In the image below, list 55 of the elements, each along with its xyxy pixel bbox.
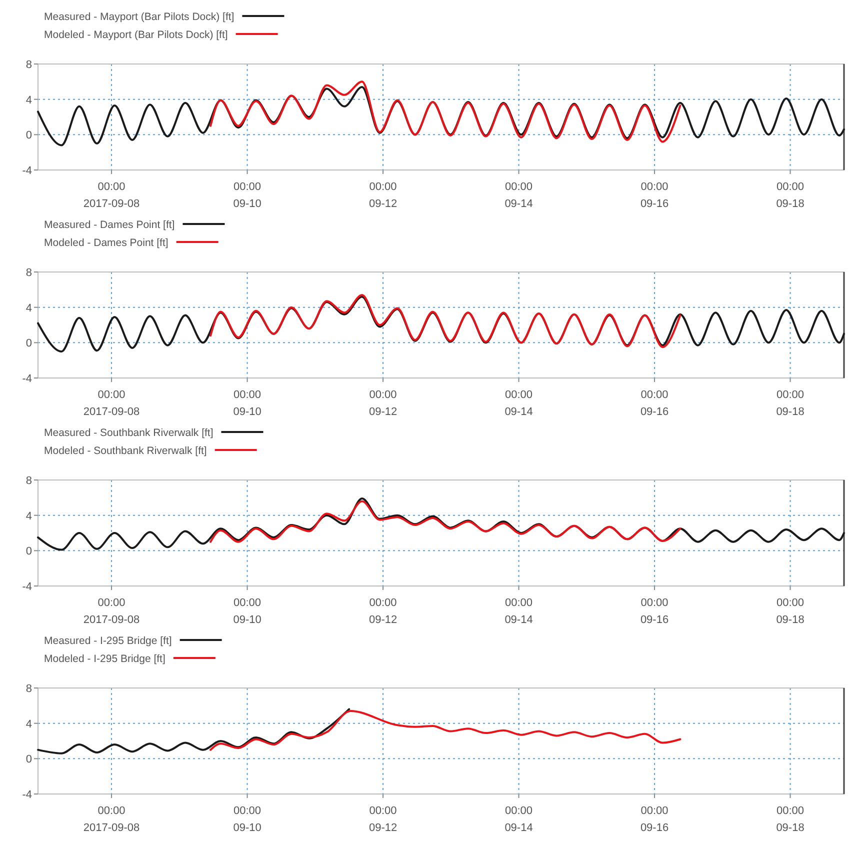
x-tick-label: 00:00 09-16 xyxy=(640,805,669,834)
x-tick-label: 00:00 2017-09-08 xyxy=(83,597,140,626)
line-series xyxy=(210,500,682,543)
x-tick-label: 00:00 09-14 xyxy=(504,389,533,418)
x-tick-label: 00:00 09-14 xyxy=(504,181,533,210)
x-tick-label: 00:00 2017-09-08 xyxy=(83,805,140,834)
y-tick-label: 0 xyxy=(26,546,32,558)
y-tick-label: 8 xyxy=(26,475,32,487)
x-tick-label: 00:00 09-16 xyxy=(640,597,669,626)
line-series xyxy=(37,498,845,551)
y-tick-label: 4 xyxy=(26,94,32,106)
y-tick-label: 8 xyxy=(26,683,32,695)
x-tick-label: 00:00 09-12 xyxy=(368,181,398,210)
x-tick-label: 00:00 2017-09-08 xyxy=(83,181,140,210)
x-tick-label: 00:00 09-14 xyxy=(504,805,533,834)
x-tick-label: 00:00 09-12 xyxy=(368,805,398,834)
line-series xyxy=(210,80,682,143)
y-tick-label: -4 xyxy=(22,165,32,177)
x-tick-label: 00:00 09-12 xyxy=(368,597,398,626)
y-tick-label: 4 xyxy=(26,510,32,522)
y-tick-label: 4 xyxy=(26,302,32,314)
y-tick-label: 0 xyxy=(26,754,32,766)
y-tick-label: 8 xyxy=(26,59,32,71)
y-tick-label: 4 xyxy=(26,718,32,730)
legend-label: Measured - Southbank Riverwalk [ft] xyxy=(44,427,214,439)
legend-label: Modeled - I-295 Bridge [ft] xyxy=(44,653,166,665)
x-tick-label: 00:00 09-18 xyxy=(776,597,804,626)
x-tick-label: 00:00 09-16 xyxy=(640,181,669,210)
y-tick-label: -4 xyxy=(22,789,32,801)
y-tick-label: -4 xyxy=(22,373,32,385)
legend-label: Modeled - Dames Point [ft] xyxy=(44,237,168,249)
x-tick-label: 00:00 09-10 xyxy=(233,805,262,834)
y-tick-label: 0 xyxy=(26,338,32,350)
x-tick-label: 00:00 09-10 xyxy=(233,597,262,626)
x-tick-label: 00:00 09-18 xyxy=(776,181,804,210)
legend-label: Measured - Dames Point [ft] xyxy=(44,219,175,231)
legend-label: Measured - Mayport (Bar Pilots Dock) [ft] xyxy=(44,11,234,23)
x-tick-label: 00:00 09-14 xyxy=(504,597,533,626)
line-series xyxy=(210,294,682,348)
y-tick-label: 0 xyxy=(26,130,32,142)
legend-label: Modeled - Southbank Riverwalk [ft] xyxy=(44,445,207,457)
y-tick-label: -4 xyxy=(22,581,32,593)
legend-label: Modeled - Mayport (Bar Pilots Dock) [ft] xyxy=(44,29,228,41)
line-series xyxy=(37,708,350,754)
x-tick-label: 00:00 09-16 xyxy=(640,389,669,418)
x-tick-label: 00:00 09-10 xyxy=(233,181,262,210)
x-tick-label: 00:00 09-18 xyxy=(776,389,804,418)
y-tick-label: 8 xyxy=(26,267,32,279)
x-tick-label: 00:00 09-10 xyxy=(233,389,262,418)
line-series xyxy=(210,710,682,751)
line-series xyxy=(37,86,845,146)
x-tick-label: 00:00 09-18 xyxy=(776,805,804,834)
legend-label: Measured - I-295 Bridge [ft] xyxy=(44,635,172,647)
x-tick-label: 00:00 2017-09-08 xyxy=(83,389,140,418)
x-tick-label: 00:00 09-12 xyxy=(368,389,398,418)
